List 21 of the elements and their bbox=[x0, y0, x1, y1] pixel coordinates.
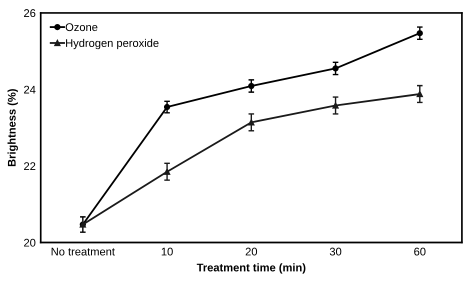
x-tick-label: 10 bbox=[162, 248, 173, 256]
point bbox=[164, 104, 170, 110]
point bbox=[416, 30, 423, 36]
point bbox=[416, 90, 423, 98]
x-tick-label: No treatment bbox=[52, 248, 115, 256]
x-tick-label: 30 bbox=[330, 248, 342, 256]
legend-label: Hydrogen peroxide bbox=[66, 38, 159, 50]
y-tick-label: 26 bbox=[24, 9, 36, 18]
x-axis-title: Treatment time (min) bbox=[196, 263, 306, 274]
point bbox=[332, 65, 339, 72]
y-tick-label: 20 bbox=[24, 238, 36, 247]
y-axis-title: Brightness (%) bbox=[8, 89, 18, 166]
legend-label: Ozone bbox=[66, 23, 98, 32]
point bbox=[248, 82, 254, 90]
y-tick-label: 24 bbox=[24, 86, 36, 94]
point bbox=[164, 168, 170, 175]
point bbox=[248, 119, 254, 126]
x-tick-label: 60 bbox=[414, 248, 426, 256]
x-tick-label: 20 bbox=[246, 248, 258, 256]
point bbox=[332, 102, 339, 109]
y-tick-label: 22 bbox=[24, 162, 36, 170]
